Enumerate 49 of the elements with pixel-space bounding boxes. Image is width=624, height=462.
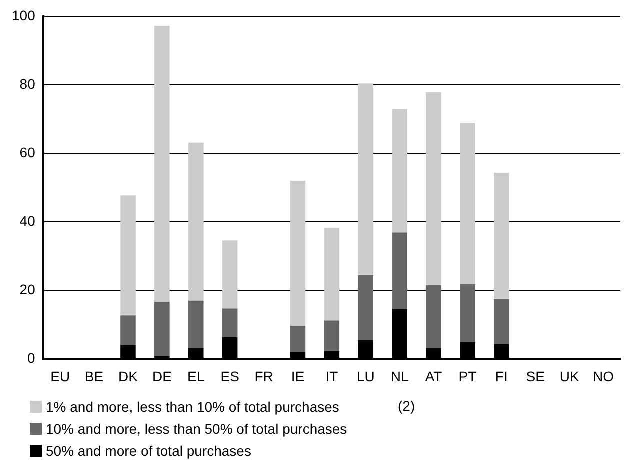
bar — [324, 228, 340, 321]
y-tick-label: 80 — [20, 76, 36, 92]
x-tick-label: EU — [50, 368, 70, 384]
x-tick-label: AT — [425, 368, 443, 384]
y-tick-label: 60 — [20, 144, 36, 160]
x-tick-label: ES — [220, 368, 240, 384]
x-tick-label: PT — [458, 368, 478, 384]
x-tick-label: DK — [118, 368, 139, 384]
y-tick-label: 0 — [28, 350, 36, 366]
y-tick-label: 40 — [20, 212, 36, 229]
y-tick-label: 100 — [12, 7, 36, 24]
bar — [290, 180, 306, 326]
bar — [358, 84, 374, 276]
bar — [460, 284, 476, 342]
bar — [460, 123, 476, 284]
bar — [494, 173, 510, 300]
bar — [222, 240, 238, 309]
x-tick-label: NL — [390, 368, 409, 384]
bar — [188, 142, 204, 301]
bar — [494, 300, 510, 344]
x-tick-label: EL — [188, 368, 205, 384]
legend-label: 50% and more of total purchases — [46, 443, 252, 459]
x-tick-label: SE — [526, 368, 545, 384]
x-tick-label: LU — [356, 368, 375, 384]
x-tick-label: BE — [84, 368, 104, 384]
bar — [222, 308, 238, 338]
bar — [324, 320, 340, 352]
bar — [120, 316, 136, 346]
x-tick-label: FI — [495, 368, 508, 384]
bar — [188, 300, 204, 348]
bar — [392, 109, 408, 233]
bar — [426, 286, 442, 348]
bar — [426, 92, 442, 286]
text: (2) — [398, 398, 416, 414]
legend-label: 10% and more, less than 50% of total purchases — [46, 421, 348, 437]
legend-label: 1% and more, less than 10% of total purchases — [46, 399, 340, 415]
bar — [154, 26, 170, 302]
x-tick-label: NO — [593, 368, 614, 384]
x-tick-label: IT — [326, 368, 339, 384]
x-tick-label: FR — [254, 368, 274, 384]
bar — [154, 302, 170, 356]
bar — [290, 326, 306, 352]
bar — [358, 276, 374, 340]
x-tick-label: DE — [152, 368, 172, 384]
x-tick-label: IE — [291, 368, 305, 384]
y-tick-label: 20 — [20, 282, 36, 298]
bar — [120, 196, 136, 316]
bar — [392, 232, 408, 310]
x-tick-label: UK — [560, 368, 580, 384]
